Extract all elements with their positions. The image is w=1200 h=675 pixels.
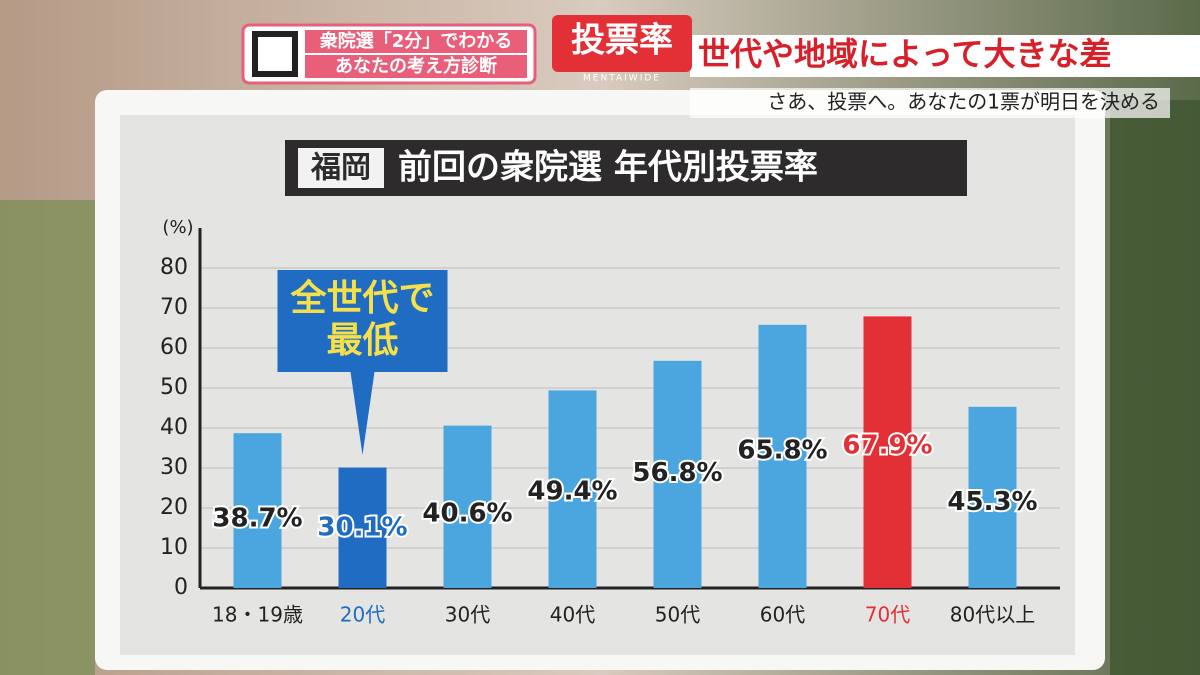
- y-axis-label: (%): [162, 217, 193, 238]
- program-line2: あなたの考え方診断: [335, 55, 497, 77]
- show-name: MENTAIWIDE: [583, 74, 661, 84]
- y-tick-label: 50: [160, 375, 188, 400]
- bar: [758, 324, 807, 588]
- slogan: さあ、投票へ。あなたの1票が明日を決める: [767, 90, 1160, 114]
- y-tick-label: 80: [160, 255, 188, 280]
- qr-code-inner: [258, 37, 292, 71]
- bar: [548, 390, 597, 588]
- value-label: 38.7%: [212, 503, 302, 533]
- y-tick-label: 10: [160, 535, 188, 560]
- x-tick-label: 50代: [655, 603, 700, 627]
- value-label: 30.1%: [317, 513, 407, 543]
- y-tick-label: 20: [160, 495, 188, 520]
- x-tick-label: 30代: [445, 603, 490, 627]
- bar: [443, 425, 492, 588]
- bar: [863, 316, 912, 588]
- bar: [968, 406, 1017, 588]
- program-line1: 衆院選「2分」でわかる: [320, 30, 513, 52]
- y-tick-label: 30: [160, 455, 188, 480]
- program-line1-band: [305, 30, 527, 53]
- plant-wall: [1110, 100, 1200, 675]
- value-label: 49.4%: [527, 477, 617, 507]
- x-tick-label: 70代: [865, 603, 910, 627]
- x-tick-label: 60代: [760, 603, 805, 627]
- bar: [653, 360, 702, 588]
- topic: 投票率: [571, 21, 673, 61]
- y-tick-label: 0: [174, 575, 188, 600]
- callout-text: 全世代で: [289, 277, 434, 319]
- value-label: 65.8%: [737, 436, 827, 466]
- bar: [338, 467, 387, 588]
- value-label: 40.6%: [422, 499, 512, 529]
- title-tag-box: [298, 148, 384, 188]
- plant: [0, 200, 95, 675]
- x-tick-label: 18・19歳: [212, 603, 303, 627]
- bar: [233, 433, 282, 588]
- chart-title: 前回の衆院選 年代別投票率: [398, 148, 818, 188]
- x-tick-label: 80代以上: [950, 603, 1035, 627]
- value-label: 56.8%: [632, 458, 722, 488]
- title-box: [285, 140, 967, 196]
- value-label: 67.9%: [842, 430, 932, 460]
- headline: 世代や地域によって大きな差: [698, 35, 1111, 73]
- callout-box: [277, 270, 448, 455]
- slogan-band: [690, 88, 1170, 118]
- callout-text: 最低: [326, 320, 398, 361]
- program-line2-band: [305, 55, 527, 78]
- x-tick-label: 20代: [340, 603, 385, 627]
- topic-box: [552, 15, 692, 72]
- x-tick-label: 40代: [550, 603, 595, 627]
- y-tick-label: 60: [160, 335, 188, 360]
- y-tick-label: 40: [160, 415, 188, 440]
- title-tag: 福岡: [310, 151, 371, 186]
- y-tick-label: 70: [160, 295, 188, 320]
- headline-band: [690, 35, 1200, 77]
- value-label: 45.3%: [947, 487, 1037, 517]
